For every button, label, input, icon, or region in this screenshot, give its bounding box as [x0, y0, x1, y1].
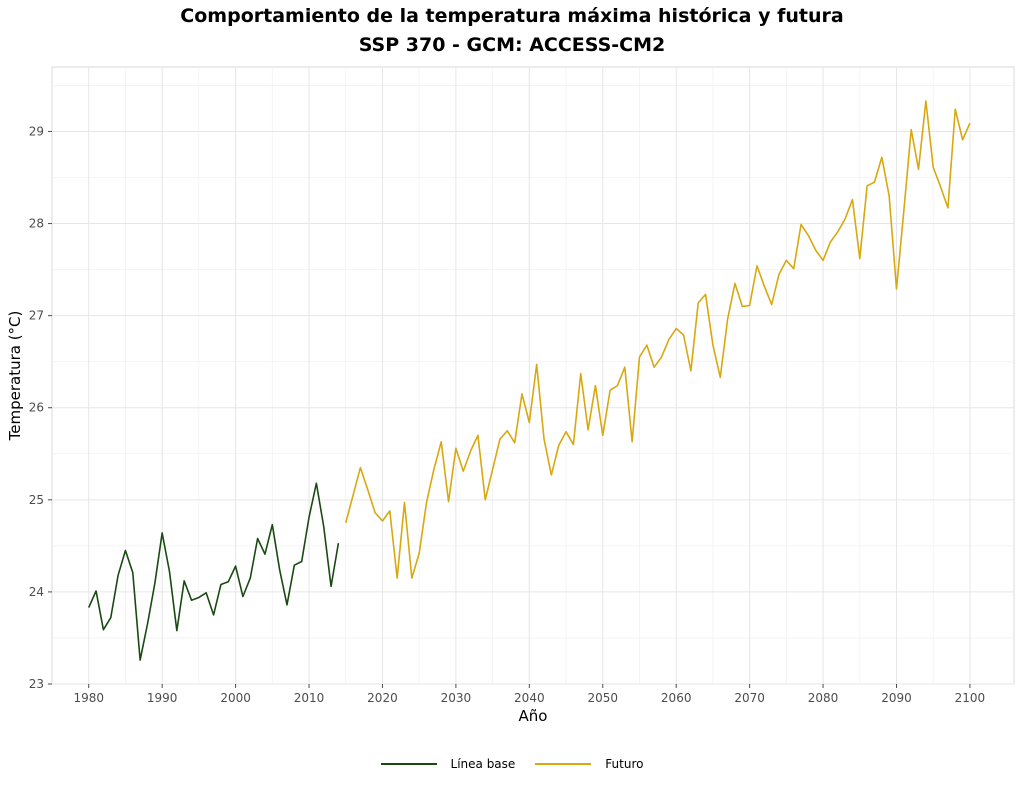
x-axis-title: Año — [519, 707, 548, 725]
line-chart: 1980 1990 2000 2010 2020 2030 2040 2050 2060 2070… — [6, 66, 1015, 725]
y-tick-label: 25 — [29, 493, 44, 507]
y-tick-label: 29 — [29, 124, 44, 138]
y-tick-label: 24 — [29, 585, 44, 599]
axis-ticks — [48, 130, 971, 688]
x-tick-label: 2000 — [220, 691, 251, 705]
x-tick-label: 2080 — [808, 691, 839, 705]
legend-label-futuro: Futuro — [605, 757, 644, 771]
chart-subtitle: SSP 370 - GCM: ACCESS-CM2 — [358, 34, 666, 56]
x-tick-label: 2050 — [587, 691, 618, 705]
series-line-futuro — [344, 100, 971, 579]
legend-item-linea-base: Línea base — [380, 757, 516, 771]
y-axis-title: Temperatura (°C) — [6, 311, 24, 442]
x-tick-label: 2070 — [734, 691, 765, 705]
legend: Línea base Futuro — [0, 757, 1024, 771]
chart-title: Comportamiento de la temperatura máxima … — [180, 5, 844, 27]
y-tick-label: 23 — [29, 677, 44, 691]
series-line-linea-base — [87, 482, 340, 661]
y-tick-label: 26 — [29, 401, 44, 415]
y-tick-label: 27 — [29, 309, 44, 323]
legend-label-linea-base: Línea base — [450, 757, 516, 771]
tick-labels: 1980 1990 2000 2010 2020 2030 2040 2050 2060 2070… — [29, 124, 985, 705]
series-layer — [87, 100, 971, 661]
legend-item-futuro: Futuro — [535, 757, 643, 771]
x-tick-label: 2100 — [955, 691, 986, 705]
x-tick-label: 2030 — [441, 691, 472, 705]
x-tick-label: 1990 — [147, 691, 178, 705]
y-tick-label: 28 — [29, 217, 44, 231]
major-gridlines — [52, 67, 1014, 685]
x-tick-label: 2060 — [661, 691, 692, 705]
legend-key-futuro — [535, 763, 592, 765]
x-tick-label: 2040 — [514, 691, 545, 705]
x-tick-label: 2010 — [294, 691, 325, 705]
minor-gridlines — [52, 67, 1014, 684]
legend-key-linea-base — [380, 763, 437, 765]
x-tick-label: 2090 — [881, 691, 912, 705]
x-tick-label: 1980 — [73, 691, 104, 705]
x-tick-label: 2020 — [367, 691, 398, 705]
